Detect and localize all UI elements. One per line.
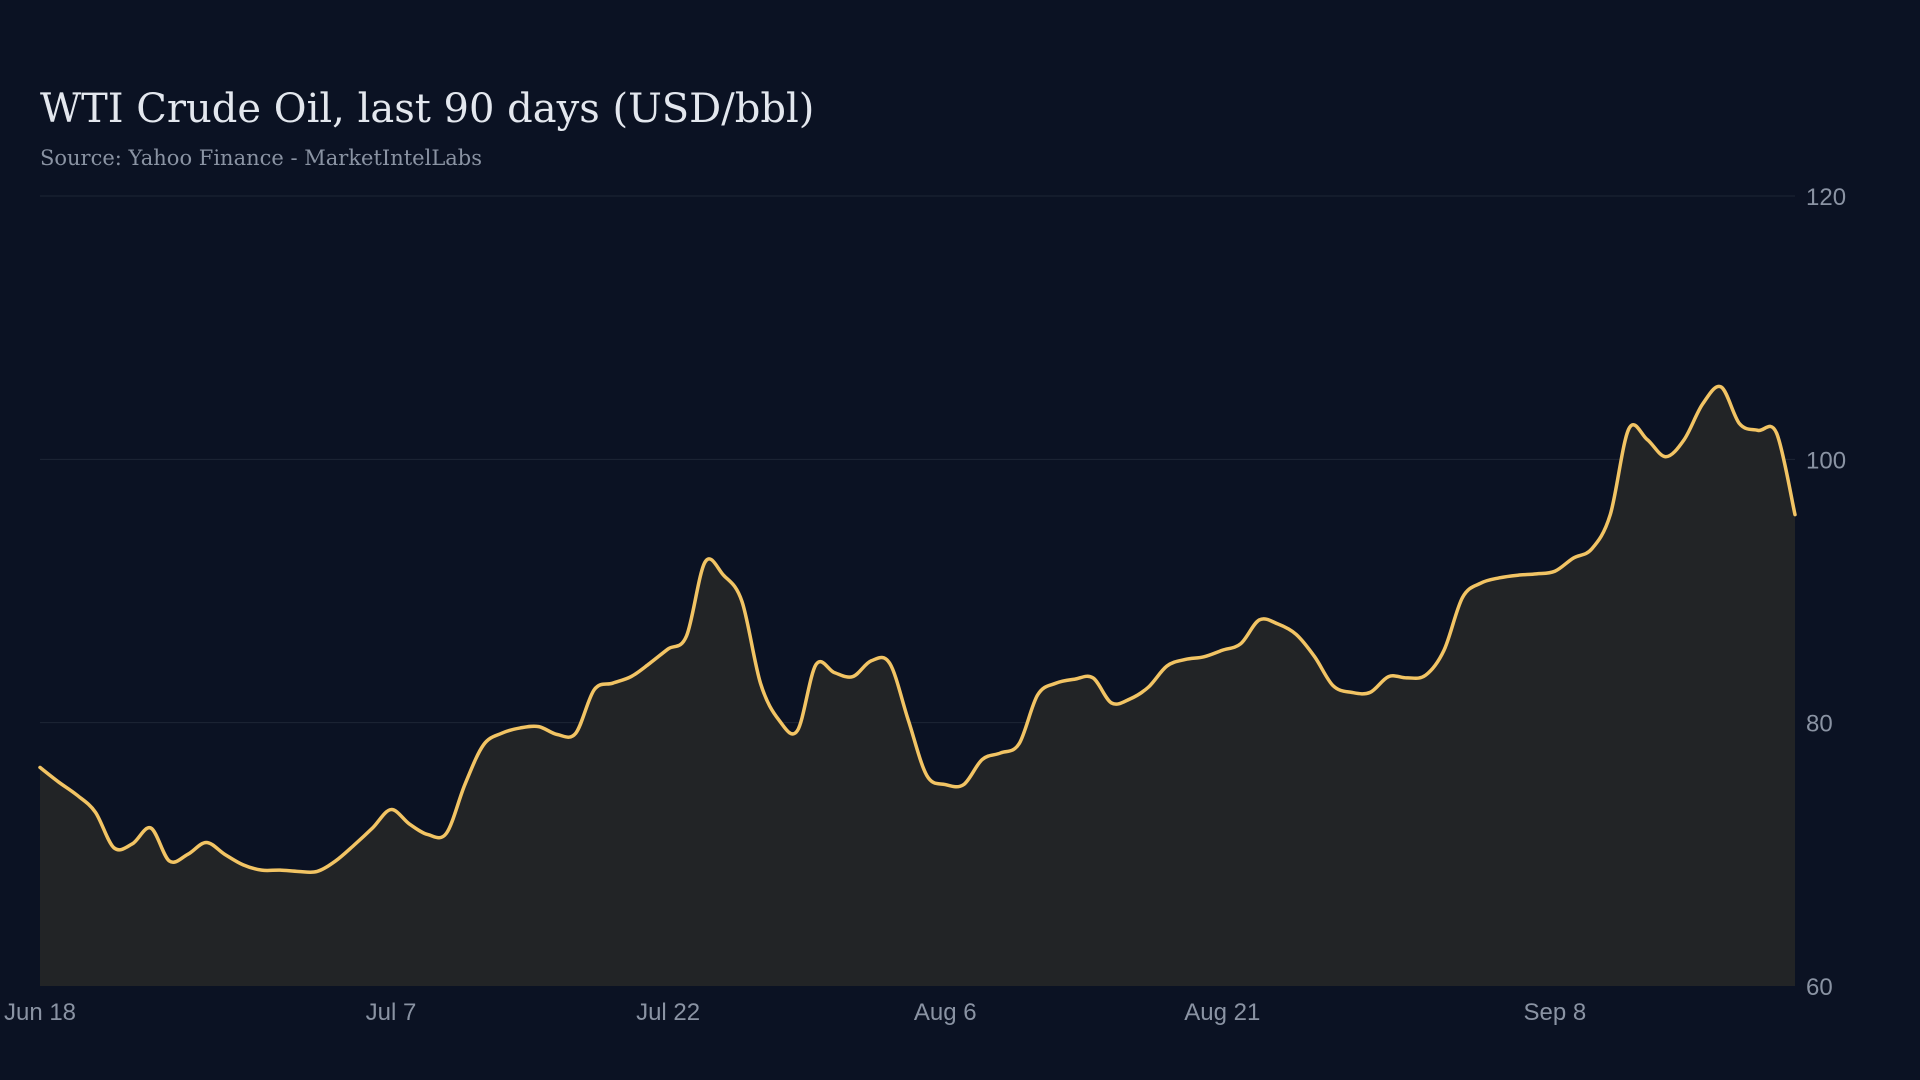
- x-tick-label: Aug 21: [1184, 999, 1260, 1026]
- chart-subtitle: Source: Yahoo Finance - MarketIntelLabs: [40, 146, 483, 170]
- x-tick-label: Jul 7: [366, 999, 417, 1026]
- chart-title: WTI Crude Oil, last 90 days (USD/bbl): [40, 86, 815, 132]
- x-tick-label: Jun 18: [4, 999, 76, 1026]
- y-axis: 60 80 100 120: [1806, 184, 1846, 1001]
- y-tick-label: 60: [1806, 974, 1833, 1001]
- x-tick-label: Aug 6: [914, 999, 977, 1026]
- y-tick-label: 120: [1806, 184, 1846, 211]
- y-tick-label: 100: [1806, 447, 1846, 474]
- area-fill: [40, 386, 1795, 987]
- x-axis: Jun 18 Jul 7 Jul 22 Aug 6 Aug 21 Sep 8: [4, 999, 1586, 1026]
- x-tick-label: Sep 8: [1523, 999, 1586, 1026]
- y-tick-label: 80: [1806, 711, 1833, 738]
- x-tick-label: Jul 22: [636, 999, 700, 1026]
- price-line: [38, 384, 1797, 875]
